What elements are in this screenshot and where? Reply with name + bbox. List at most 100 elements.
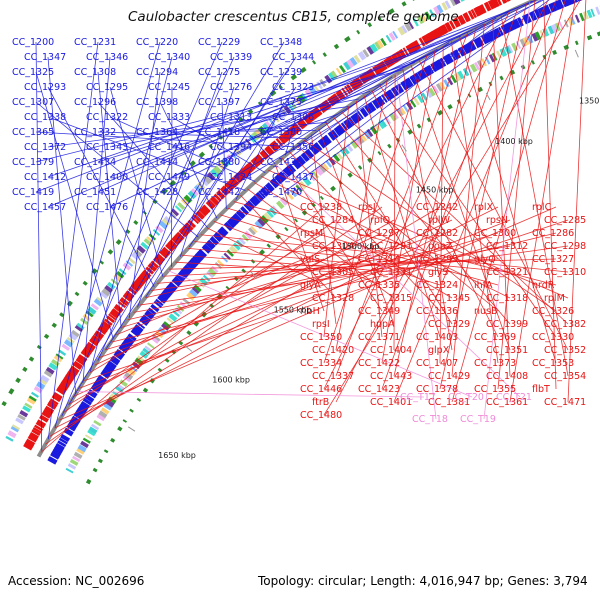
forward-gene-label: CC_1365 xyxy=(12,127,54,138)
feature-mark xyxy=(148,348,149,350)
feature-mark xyxy=(227,287,228,288)
feature-mark xyxy=(402,53,404,54)
feature-mark xyxy=(338,155,340,157)
reverse-gene-label: CC_1354 xyxy=(544,371,586,382)
forward-gene-label: CC_1424 xyxy=(210,172,252,183)
reverse-gene-label: rplQ xyxy=(370,215,390,226)
reverse-gene-label: CC_1404 xyxy=(370,345,412,356)
forward-gene-label: CC_1398 xyxy=(136,97,178,108)
feature-mark xyxy=(29,441,31,445)
feature-mark xyxy=(96,337,97,339)
feature-mark xyxy=(102,413,104,416)
feature-mark xyxy=(97,422,98,424)
feature-mark xyxy=(251,230,253,232)
feature-mark xyxy=(372,72,374,73)
feature-mark xyxy=(174,211,176,213)
feature-mark xyxy=(536,35,539,37)
feature-mark xyxy=(178,208,179,209)
genome-title: Caulobacter crescentus CB15, complete ge… xyxy=(128,9,459,25)
feature-mark xyxy=(459,74,462,76)
feature-mark xyxy=(168,247,170,249)
feature-mark xyxy=(438,87,441,89)
forward-gene-label: CC_1339 xyxy=(210,52,252,63)
feature-mark xyxy=(206,178,209,181)
reverse-gene-label: ftrB xyxy=(312,397,329,408)
label-leader-line xyxy=(498,0,535,389)
feature-mark xyxy=(369,132,371,134)
feature-mark xyxy=(345,149,348,151)
feature-mark xyxy=(281,139,284,141)
forward-gene-label: CC_1294 xyxy=(136,67,178,78)
feature-mark xyxy=(188,332,190,334)
feature-mark xyxy=(86,440,87,442)
reverse-gene-label: rplM xyxy=(544,293,565,304)
feature-mark xyxy=(443,6,446,8)
feature-mark xyxy=(391,93,393,94)
feature-mark xyxy=(348,63,351,65)
feature-mark xyxy=(200,153,204,156)
feature-mark xyxy=(17,379,19,383)
feature-mark xyxy=(318,170,322,173)
feature-mark xyxy=(123,382,125,385)
feature-mark xyxy=(269,213,271,215)
feature-mark xyxy=(357,31,359,32)
reverse-gene-label: CC_1286 xyxy=(532,228,574,239)
feature-mark xyxy=(476,65,478,66)
feature-mark xyxy=(28,405,29,407)
feature-mark xyxy=(34,394,35,396)
feature-mark xyxy=(380,100,382,102)
reverse-gene-label: rpsI xyxy=(312,319,330,330)
feature-mark xyxy=(120,386,122,388)
forward-gene-label: CC_1276 xyxy=(210,82,252,93)
feature-mark xyxy=(453,78,455,79)
feature-mark xyxy=(99,299,100,301)
feature-mark xyxy=(352,60,355,62)
feature-mark xyxy=(412,103,414,104)
feature-mark xyxy=(19,419,21,422)
feature-mark xyxy=(129,293,131,295)
feature-mark xyxy=(42,380,44,383)
feature-mark xyxy=(402,3,405,5)
feature-mark xyxy=(110,318,112,320)
feature-mark xyxy=(417,44,419,45)
reverse-gene-label: CC_1349 xyxy=(358,306,400,317)
feature-mark xyxy=(119,427,121,430)
feature-mark xyxy=(379,43,382,45)
forward-gene-label: CC_1245 xyxy=(148,82,190,93)
reverse-gene-label: glyS xyxy=(428,267,448,278)
feature-mark xyxy=(438,112,442,114)
reverse-gene-label: CC_1297 xyxy=(358,228,400,239)
feature-mark xyxy=(349,88,351,89)
feature-mark xyxy=(472,67,476,69)
feature-mark xyxy=(331,187,334,190)
feature-mark xyxy=(206,247,208,249)
feature-mark xyxy=(194,220,195,221)
feature-mark xyxy=(391,116,394,118)
feature-mark xyxy=(338,71,340,72)
feature-mark xyxy=(328,163,330,164)
feature-mark xyxy=(139,327,140,329)
reverse-gene-label: CC_1285 xyxy=(544,215,586,226)
reverse-gene-label: CC_1321 xyxy=(486,267,528,278)
feature-mark xyxy=(399,87,401,88)
feature-mark xyxy=(84,282,86,285)
feature-mark xyxy=(327,138,329,139)
feature-mark xyxy=(113,360,115,362)
feature-mark xyxy=(202,211,205,214)
feature-mark xyxy=(433,67,435,68)
scale-tick-label: 1550 kbp xyxy=(274,305,312,314)
reverse-gene-label: CC_1480 xyxy=(300,410,342,421)
feature-mark xyxy=(112,363,113,365)
feature-mark xyxy=(180,205,182,207)
feature-mark xyxy=(430,91,433,93)
feature-mark xyxy=(399,30,403,32)
forward-gene-label: CC_1307 xyxy=(12,97,54,108)
feature-mark xyxy=(469,95,471,96)
feature-mark xyxy=(63,440,64,442)
feature-mark xyxy=(67,341,70,345)
feature-mark xyxy=(34,434,35,436)
feature-mark xyxy=(237,216,239,218)
reverse-gene-label: CC_1282 xyxy=(416,228,458,239)
feature-mark xyxy=(430,35,434,37)
